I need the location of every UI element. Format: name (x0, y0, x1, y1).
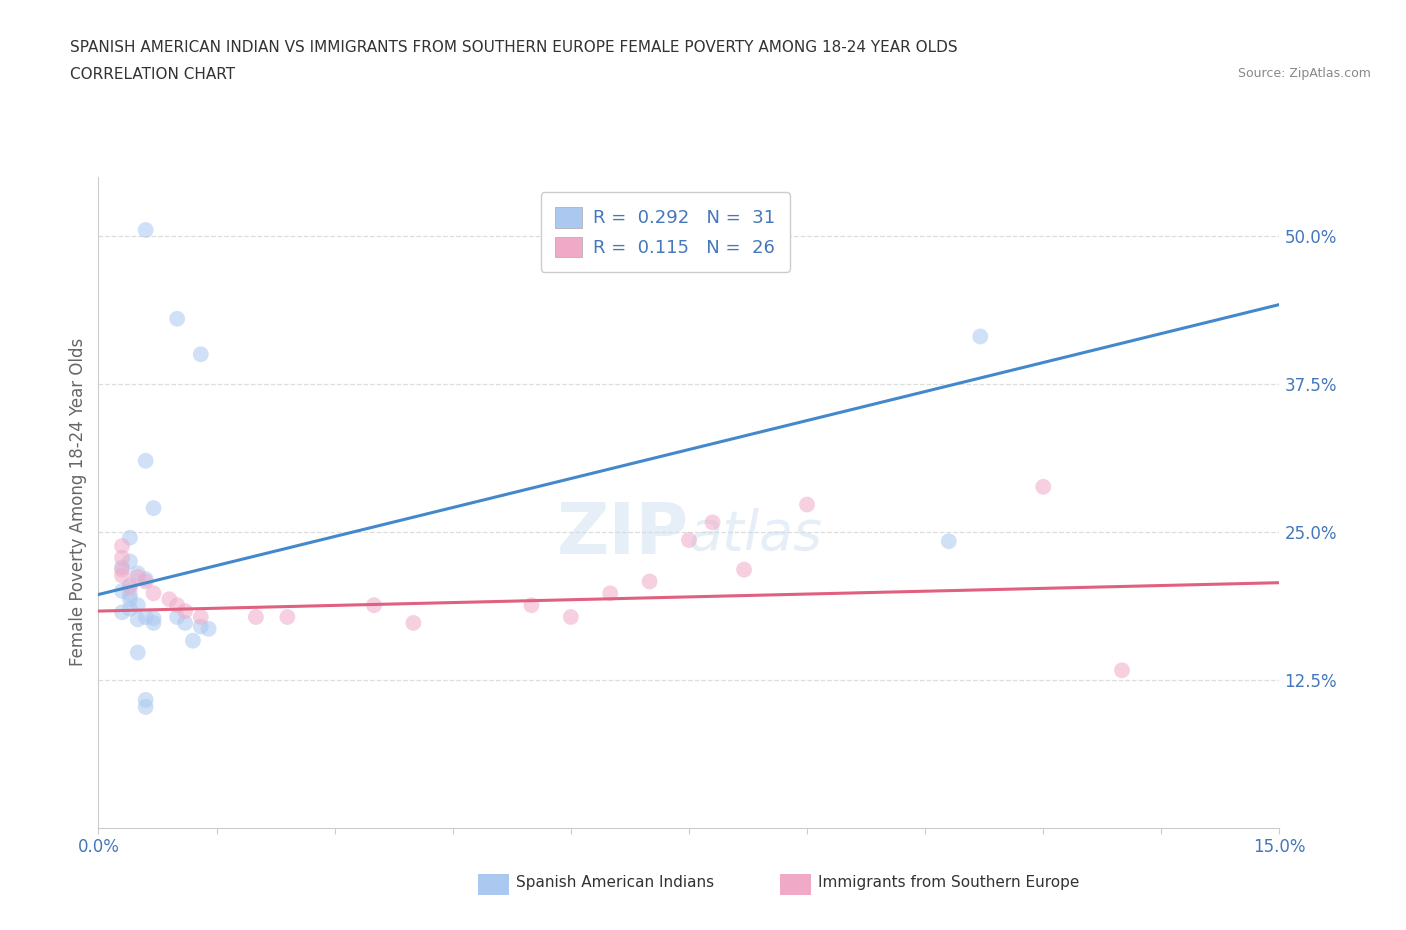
Point (560, 609, 582, 624)
Point (190, 619, 212, 634)
Text: Spanish American Indians: Spanish American Indians (516, 875, 714, 890)
Point (135, 453, 157, 468)
Point (363, 598, 385, 613)
Point (702, 515, 724, 530)
Text: Immigrants from Southern Europe: Immigrants from Southern Europe (818, 875, 1080, 890)
Point (142, 611, 165, 626)
Point (118, 554, 141, 569)
Point (190, 609, 212, 624)
Point (118, 578, 141, 592)
Point (135, 574, 157, 589)
Point (190, 347, 212, 362)
Point (118, 530, 141, 545)
Point (599, 586, 621, 601)
Point (135, 699, 157, 714)
Point (135, 609, 157, 624)
Point (174, 616, 197, 631)
Point (127, 565, 149, 580)
Point (142, 586, 165, 601)
Point (127, 598, 149, 613)
Text: atlas: atlas (689, 509, 823, 561)
Point (111, 563, 134, 578)
Point (118, 580, 141, 595)
Point (197, 621, 219, 636)
Point (135, 222, 157, 237)
Point (969, 329, 991, 344)
Point (245, 609, 267, 624)
Point (938, 534, 960, 549)
Point (111, 551, 134, 565)
Point (166, 312, 188, 326)
Point (520, 598, 543, 613)
Text: Source: ZipAtlas.com: Source: ZipAtlas.com (1237, 67, 1371, 80)
Point (142, 616, 165, 631)
Legend: R =  0.292   N =  31, R =  0.115   N =  26: R = 0.292 N = 31, R = 0.115 N = 26 (541, 193, 790, 272)
Point (276, 609, 298, 624)
Point (166, 598, 188, 613)
Point (127, 612, 149, 627)
Point (111, 604, 134, 619)
Point (181, 633, 204, 648)
Point (118, 587, 141, 602)
Point (733, 563, 755, 578)
Point (118, 591, 141, 606)
Point (111, 583, 134, 598)
Point (111, 568, 134, 583)
Point (1032, 479, 1054, 494)
Point (118, 602, 141, 617)
Point (678, 533, 700, 548)
Text: ZIP: ZIP (557, 500, 689, 569)
Point (638, 574, 661, 589)
Point (111, 538, 134, 553)
Point (402, 616, 425, 631)
Point (174, 604, 197, 618)
Point (135, 572, 157, 587)
Point (166, 609, 188, 624)
Point (142, 500, 165, 515)
Point (111, 560, 134, 575)
Point (796, 498, 818, 512)
Point (1111, 663, 1133, 678)
Point (127, 569, 149, 584)
Text: SPANISH AMERICAN INDIAN VS IMMIGRANTS FROM SOUTHERN EUROPE FEMALE POVERTY AMONG : SPANISH AMERICAN INDIAN VS IMMIGRANTS FR… (70, 40, 957, 55)
Text: CORRELATION CHART: CORRELATION CHART (70, 67, 235, 82)
Point (135, 693, 157, 708)
Y-axis label: Female Poverty Among 18-24 Year Olds: Female Poverty Among 18-24 Year Olds (69, 339, 87, 666)
Point (157, 591, 180, 606)
Point (127, 645, 149, 660)
